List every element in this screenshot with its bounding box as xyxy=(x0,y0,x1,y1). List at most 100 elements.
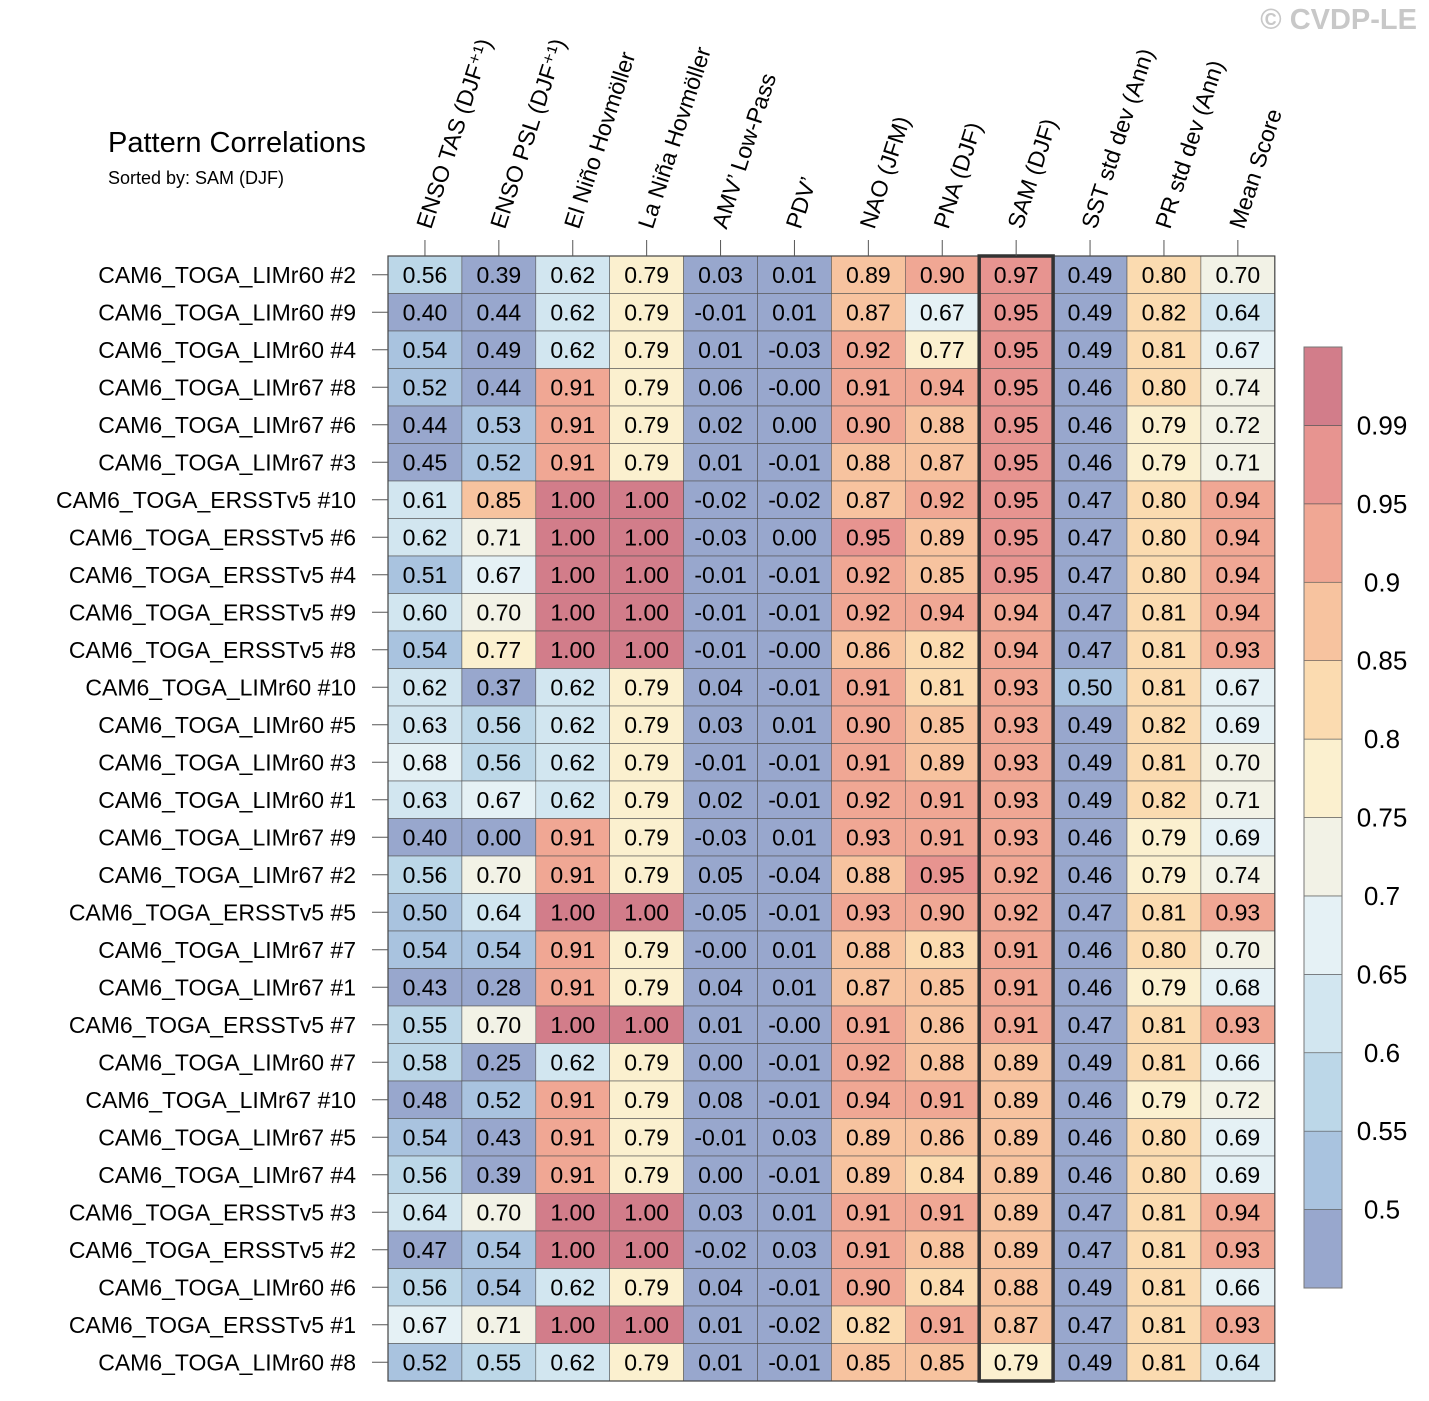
cell-value: 0.80 xyxy=(1142,562,1187,588)
cell-value: 0.69 xyxy=(1215,824,1260,850)
heatmap-cell xyxy=(1126,818,1202,857)
heatmap-cell xyxy=(978,1155,1054,1194)
colorbar-segment xyxy=(1303,895,1343,975)
cell-value: 0.79 xyxy=(624,974,669,1000)
cell-value: 0.81 xyxy=(1142,1049,1187,1075)
cell-value: -0.01 xyxy=(694,1124,746,1150)
cell-value: 0.91 xyxy=(550,974,595,1000)
cell-value: -0.01 xyxy=(768,1049,820,1075)
colorbar-segment xyxy=(1303,817,1343,897)
heatmap-cell xyxy=(461,255,537,294)
cell-value: 0.70 xyxy=(1215,937,1260,963)
heatmap-cell xyxy=(1126,1155,1202,1194)
cell-value: -0.00 xyxy=(768,637,820,663)
heatmap-frame xyxy=(387,255,1276,1382)
heatmap-cell xyxy=(757,1080,832,1119)
cell-value: 0.28 xyxy=(476,974,521,1000)
column-label: PNA (DJF) xyxy=(928,119,987,232)
cell-value: 0.83 xyxy=(920,937,965,963)
heatmap-cell xyxy=(683,1230,758,1269)
cell-value: 0.01 xyxy=(772,937,817,963)
heatmap-cell xyxy=(1052,1155,1128,1194)
cell-value: 0.72 xyxy=(1215,412,1260,438)
cell-value: 0.43 xyxy=(476,1124,521,1150)
cell-value: 0.67 xyxy=(920,299,965,325)
heatmap-cell xyxy=(1126,1005,1202,1044)
heatmap-cell xyxy=(387,743,463,782)
heatmap-cell xyxy=(387,1343,463,1382)
cell-value: 0.79 xyxy=(1142,449,1187,475)
row-label: CAM6_TOGA_LIMr67 #5 xyxy=(98,1124,356,1150)
cell-value: 0.93 xyxy=(994,824,1039,850)
heatmap-cell xyxy=(1052,1230,1128,1269)
cell-value: 0.88 xyxy=(846,449,891,475)
heatmap-cell xyxy=(683,555,758,594)
heatmap-cell xyxy=(461,630,537,669)
cell-value: 0.70 xyxy=(476,1012,521,1038)
heatmap-cell xyxy=(978,1305,1054,1344)
cell-value: 0.81 xyxy=(1142,1349,1187,1375)
cell-value: 0.91 xyxy=(920,1087,965,1113)
heatmap-cell xyxy=(904,668,980,707)
cell-value: 0.05 xyxy=(698,862,743,888)
cell-value: 0.89 xyxy=(994,1124,1039,1150)
cell-value: 0.82 xyxy=(920,637,965,663)
cell-value: 0.67 xyxy=(403,1312,448,1338)
heatmap-cell xyxy=(1200,930,1276,969)
cell-value: 0.54 xyxy=(403,637,448,663)
row-label: CAM6_TOGA_LIMr67 #6 xyxy=(98,412,356,438)
heatmap-cell xyxy=(1126,855,1202,894)
row-label: CAM6_TOGA_ERSSTv5 #6 xyxy=(69,524,356,550)
heatmap-cell xyxy=(978,593,1054,632)
cell-value: 0.62 xyxy=(550,299,595,325)
heatmap-cell xyxy=(609,593,684,632)
cell-value: 0.67 xyxy=(476,562,521,588)
heatmap-cell xyxy=(904,518,980,557)
heatmap-cell xyxy=(978,1005,1054,1044)
heatmap-cell xyxy=(535,893,610,932)
heatmap-cell xyxy=(904,1043,980,1082)
cell-value: 0.91 xyxy=(550,824,595,850)
heatmap-cell xyxy=(535,555,610,594)
heatmap-cell xyxy=(1200,668,1276,707)
cell-value: 0.81 xyxy=(1142,599,1187,625)
heatmap-cell xyxy=(904,405,980,444)
cell-value: 0.97 xyxy=(994,262,1039,288)
cell-value: 0.95 xyxy=(994,449,1039,475)
cell-value: 0.95 xyxy=(994,487,1039,513)
cell-value: -0.01 xyxy=(768,562,820,588)
row-label: CAM6_TOGA_LIMr60 #10 xyxy=(85,674,356,700)
cell-value: 0.79 xyxy=(624,1162,669,1188)
cell-value: 0.54 xyxy=(476,1274,521,1300)
cell-value: 0.91 xyxy=(846,1012,891,1038)
cell-value: 0.47 xyxy=(1068,1312,1113,1338)
cell-value: 0.91 xyxy=(920,824,965,850)
cell-value: 0.80 xyxy=(1142,524,1187,550)
cell-value: 0.00 xyxy=(772,412,817,438)
cell-value: 0.95 xyxy=(846,524,891,550)
cell-value: -0.03 xyxy=(694,824,746,850)
cell-value: -0.01 xyxy=(694,637,746,663)
heatmap-cell xyxy=(387,893,463,932)
cell-value: 0.47 xyxy=(403,1237,448,1263)
colorbar-segment xyxy=(1303,503,1343,583)
cell-value: 0.49 xyxy=(1068,1274,1113,1300)
cell-value: 0.79 xyxy=(624,412,669,438)
cell-value: 0.39 xyxy=(476,1162,521,1188)
cell-value: 0.51 xyxy=(403,562,448,588)
cell-value: 0.69 xyxy=(1215,1124,1260,1150)
cell-value: 0.62 xyxy=(550,674,595,700)
cell-value: 0.67 xyxy=(1215,337,1260,363)
cell-value: 0.85 xyxy=(846,1349,891,1375)
heatmap-cell xyxy=(1052,1005,1128,1044)
heatmap-cell xyxy=(387,1305,463,1344)
heatmap-cell xyxy=(1200,1343,1276,1382)
heatmap-cell xyxy=(1126,405,1202,444)
heatmap-cell xyxy=(757,893,832,932)
row-label: CAM6_TOGA_ERSSTv5 #9 xyxy=(69,599,356,625)
heatmap-cell xyxy=(461,593,537,632)
heatmap-cell xyxy=(978,293,1054,332)
heatmap-cell xyxy=(1200,555,1276,594)
heatmap-cell xyxy=(535,593,610,632)
cell-value: 0.90 xyxy=(846,712,891,738)
